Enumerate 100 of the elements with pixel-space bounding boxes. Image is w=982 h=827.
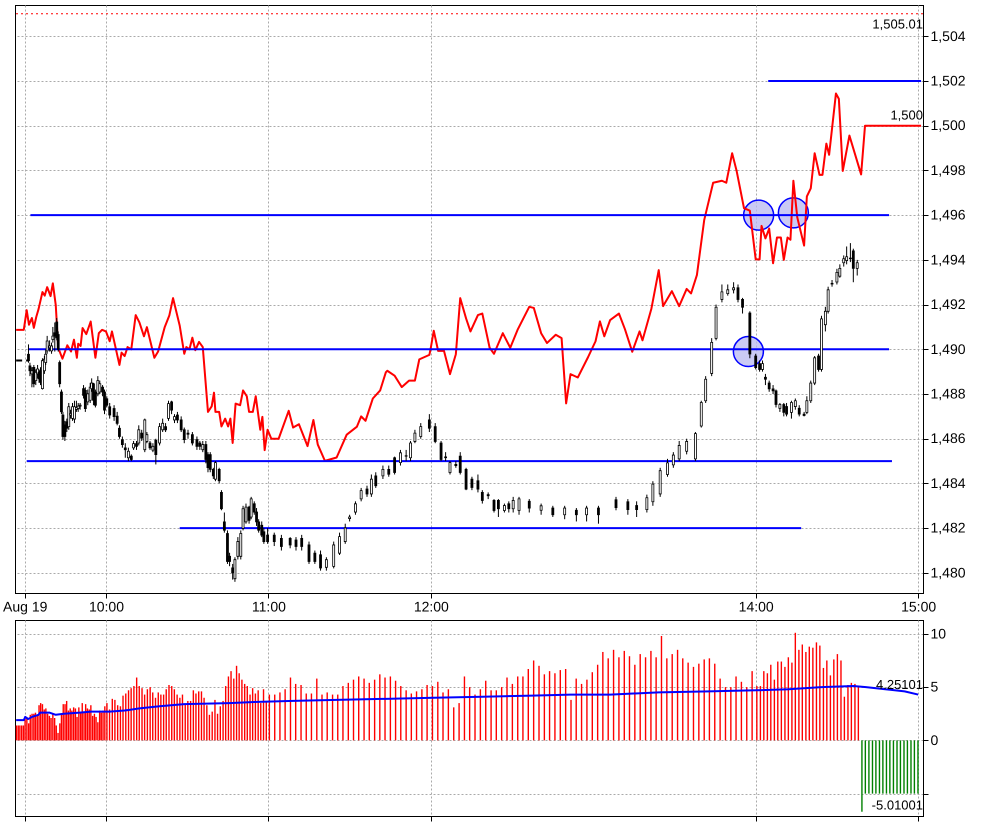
candlestick (614, 496, 618, 511)
candlestick (354, 500, 357, 516)
candlestick (764, 373, 767, 386)
candlestick (126, 447, 130, 462)
candlestick (222, 512, 226, 534)
candlestick (782, 402, 786, 417)
line-series (15, 92, 922, 462)
y-tick-label: 10 (930, 625, 946, 642)
candlestick (399, 449, 402, 466)
candlestick (626, 498, 630, 516)
candlestick (393, 456, 396, 476)
candlestick (507, 500, 510, 514)
candlestick (518, 496, 520, 516)
candlestick (528, 498, 531, 514)
candlestick (768, 380, 771, 392)
candlestick (774, 389, 778, 408)
candlestick (242, 505, 244, 531)
x-tick-label: 14:00 (738, 598, 774, 614)
candlestick (678, 440, 681, 462)
candlestick (428, 414, 431, 433)
candlestick (448, 460, 452, 476)
y-tick-label: 1,480 (930, 564, 966, 580)
candlestick (458, 452, 462, 476)
candlestick (480, 490, 484, 504)
candlestick (137, 424, 140, 446)
y-tick-label: 1,498 (930, 162, 966, 178)
candlestick (73, 400, 76, 424)
candlestick (651, 480, 654, 506)
candlestick (845, 246, 848, 265)
x-tick-label: 11:00 (252, 598, 286, 614)
y-tick-label: 1,482 (930, 520, 966, 536)
candlestick (512, 496, 515, 514)
annotation: -5.01001 (872, 798, 923, 813)
candlestick (645, 494, 648, 514)
y-tick-label: 1,484 (930, 474, 966, 491)
candlestick (300, 534, 304, 552)
y-tick-label: 1,502 (930, 72, 966, 89)
y-tick-label: 1,496 (930, 206, 966, 223)
candlestick (98, 380, 102, 395)
y-tick-label: 1,492 (930, 296, 966, 312)
candlestick (112, 404, 116, 422)
candlestick (167, 400, 170, 422)
candlestick (313, 550, 316, 564)
candlestick (324, 556, 328, 572)
y-tick-label: 0 (930, 732, 938, 748)
y-tick-label: 1,486 (930, 430, 966, 446)
candlestick (338, 532, 341, 556)
candlestick (658, 467, 662, 498)
candlestick (726, 284, 730, 296)
candlestick (308, 541, 310, 564)
candlestick (672, 452, 675, 468)
candlestick (666, 458, 669, 478)
y-tick-label: 1,490 (930, 340, 966, 357)
candlestick (785, 402, 788, 417)
candlestick (574, 508, 578, 522)
candlestick (382, 465, 384, 480)
candlestick (434, 422, 437, 444)
candlestick (272, 532, 276, 547)
ref-line-label: 1,505.01 (872, 16, 923, 32)
candlestick (551, 505, 554, 518)
candlestick (794, 398, 797, 410)
candlestick (414, 429, 416, 444)
candlestick (234, 556, 236, 582)
y-tick-label: 5 (930, 678, 938, 695)
y-tick-label: 1,504 (930, 28, 966, 44)
candlestick (344, 523, 347, 544)
x-tick-label: Aug 19 (3, 598, 48, 614)
y-tick-label: 1,494 (930, 251, 966, 268)
candlestick (761, 360, 764, 372)
candlestick (685, 438, 688, 455)
candlestick (419, 422, 422, 440)
candlestick (360, 487, 363, 502)
candlestick (103, 389, 106, 415)
x-tick-label: 10:00 (88, 598, 124, 614)
candlestick (280, 534, 283, 552)
candlestick (239, 530, 242, 560)
annotation: 1,500 (890, 108, 923, 123)
candlestick (332, 541, 336, 569)
candlestick (790, 400, 793, 420)
candlestick (635, 500, 638, 518)
candlestick (220, 490, 223, 511)
candlestick (585, 505, 588, 522)
candlestick (476, 474, 480, 493)
candlestick (700, 400, 703, 428)
candlestick (370, 474, 373, 498)
annotation: 4.25101 (876, 677, 923, 692)
candlestick (250, 496, 253, 520)
candlestick (236, 536, 240, 560)
y-tick-label: 1,488 (930, 386, 966, 402)
candlestick (294, 536, 298, 552)
y-tick-label: 1,500 (930, 117, 966, 134)
candlestick (836, 268, 838, 285)
x-tick-label: 12:00 (414, 598, 450, 614)
candlestick (470, 476, 474, 491)
candlestick (214, 460, 217, 482)
candlestick (540, 503, 543, 516)
candlestick (758, 360, 761, 372)
candlestick (266, 528, 269, 544)
candlestick (124, 442, 127, 458)
candlestick (563, 505, 566, 520)
